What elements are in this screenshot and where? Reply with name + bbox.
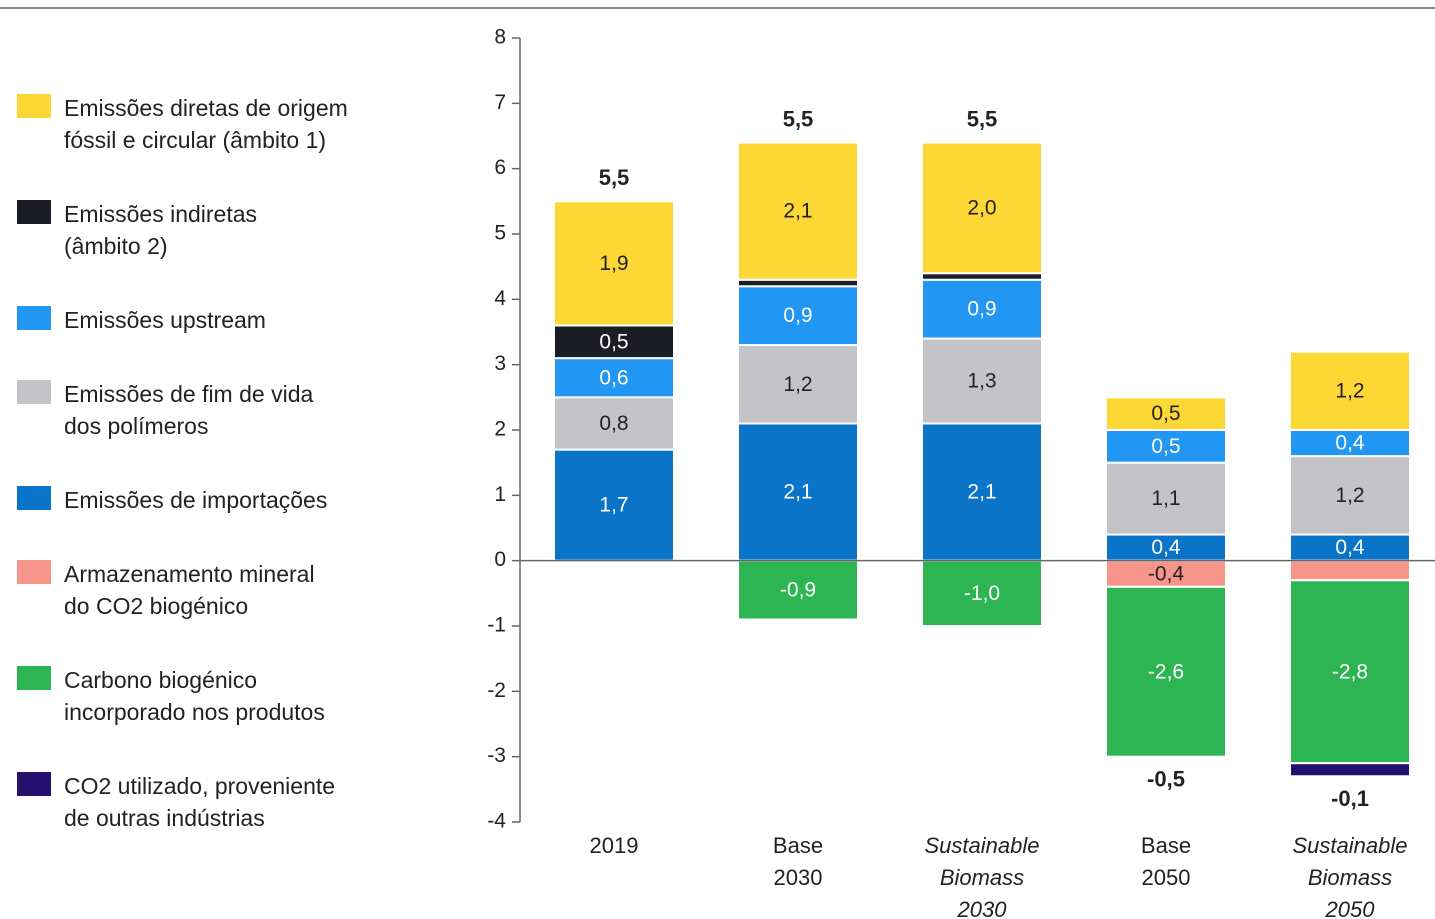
value-label: 1,2 (1335, 484, 1364, 507)
legend-label: Emissões diretas de origem fóssil e circ… (64, 95, 348, 153)
bar-segment (737, 285, 859, 347)
bar-segment (1105, 461, 1227, 536)
value-label: 0,5 (1151, 435, 1180, 458)
legend-swatch (17, 94, 51, 118)
bar-segment (737, 344, 859, 425)
y-tick-label: 1 (494, 483, 506, 506)
value-label: 0,6 (599, 366, 628, 389)
bar-segment (921, 422, 1043, 562)
legend-swatch (17, 772, 51, 796)
y-tick-label: 5 (494, 222, 506, 245)
legend-swatch (17, 306, 51, 330)
legend-entry: Emissões diretas de origem fóssil e circ… (17, 92, 348, 156)
legend-entry: Emissões de fim de vida dos polímeros (17, 378, 348, 442)
x-tick-label: Sustainable Biomass 2030 (924, 833, 1040, 919)
legend-entry: Emissões indiretas (âmbito 2) (17, 198, 348, 262)
legend-entry: CO2 utilizado, proveniente de outras ind… (17, 770, 348, 834)
y-tick-label: 8 (494, 26, 506, 49)
value-label: 2,1 (783, 200, 812, 223)
x-tick-label: 2019 (589, 833, 639, 858)
value-label: -2,8 (1332, 660, 1368, 683)
total-label: 5,5 (967, 106, 998, 131)
x-tick-label: Base 2030 (772, 833, 824, 890)
value-label: 1,2 (1335, 379, 1364, 402)
y-tick-label: -4 (487, 810, 506, 833)
value-label: 1,2 (783, 373, 812, 396)
value-label: 0,4 (1151, 536, 1181, 559)
value-label: 1,9 (599, 252, 628, 275)
y-tick-label: 3 (494, 352, 506, 375)
value-label: 0,4 (1335, 536, 1365, 559)
bar-segment (921, 337, 1043, 425)
bar-segment (737, 141, 859, 281)
legend-swatch (17, 486, 51, 510)
bar-segment (1289, 455, 1411, 536)
bar-segment (1105, 396, 1227, 432)
value-label: 2,1 (967, 481, 996, 504)
y-tick-label: -3 (487, 744, 506, 767)
total-label: -0,5 (1147, 766, 1185, 791)
total-label: 5,5 (599, 165, 630, 190)
bar-segment (1105, 585, 1227, 758)
value-label: 0,9 (967, 298, 996, 321)
legend: Emissões diretas de origem fóssil e circ… (17, 92, 348, 876)
bar-segment (1289, 350, 1411, 432)
y-tick-label: 4 (494, 287, 506, 310)
bar-segment (1289, 533, 1411, 562)
bar-segment (737, 422, 859, 562)
value-label: -1,0 (964, 582, 1000, 605)
legend-swatch (17, 200, 51, 224)
value-label: 2,0 (967, 196, 996, 219)
x-tick-label: Base 2050 (1140, 833, 1192, 890)
bar-segment (553, 396, 675, 451)
value-label: -0,4 (1148, 562, 1185, 585)
bar-segment (1289, 559, 1411, 582)
value-label: 0,8 (599, 412, 628, 435)
value-label: -2,6 (1148, 660, 1184, 683)
legend-label: Emissões de fim de vida dos polímeros (64, 381, 314, 439)
value-label: 1,3 (967, 370, 996, 393)
legend-label: Armazenamento mineral do CO2 biogénico (64, 561, 315, 619)
bar-segment (737, 559, 859, 621)
y-tick-label: 0 (494, 548, 506, 571)
y-tick-label: 2 (494, 418, 506, 441)
legend-label: Emissões upstream (64, 307, 266, 333)
legend-entry: Emissões upstream (17, 304, 348, 336)
bar-segment (553, 324, 675, 360)
legend-entry: Armazenamento mineral do CO2 biogénico (17, 558, 348, 622)
legend-label: Carbono biogénico incorporado nos produt… (64, 667, 325, 725)
legend-entry: Carbono biogénico incorporado nos produt… (17, 664, 348, 728)
value-label: 1,7 (599, 494, 628, 517)
y-tick-label: -1 (487, 614, 506, 637)
bar-segment (553, 200, 675, 327)
value-label: 0,4 (1335, 432, 1365, 455)
legend-swatch (17, 666, 51, 690)
value-label: 0,5 (599, 330, 628, 353)
value-label: 0,5 (1151, 402, 1180, 425)
total-label: 5,5 (783, 106, 814, 131)
y-tick-label: 6 (494, 156, 506, 179)
value-label: -0,9 (780, 579, 816, 602)
x-tick-label: Sustainable Biomass 2050 (1292, 833, 1408, 919)
bar-segment (1289, 762, 1411, 778)
legend-entry: Emissões de importações (17, 484, 348, 516)
legend-swatch (17, 380, 51, 404)
legend-label: CO2 utilizado, proveniente de outras ind… (64, 773, 336, 831)
bar-segment (921, 141, 1043, 275)
bar-segment (1289, 579, 1411, 765)
value-label: 2,1 (783, 481, 812, 504)
value-label: 0,9 (783, 304, 812, 327)
value-label: 1,1 (1151, 487, 1180, 510)
legend-swatch (17, 560, 51, 584)
bar-segment (553, 357, 675, 399)
bar-segment (1105, 429, 1227, 464)
total-label: -0,1 (1331, 786, 1369, 811)
legend-label: Emissões de importações (64, 487, 328, 513)
y-tick-label: -2 (487, 679, 506, 702)
legend-label: Emissões indiretas (âmbito 2) (64, 201, 258, 259)
y-tick-label: 7 (494, 91, 506, 114)
